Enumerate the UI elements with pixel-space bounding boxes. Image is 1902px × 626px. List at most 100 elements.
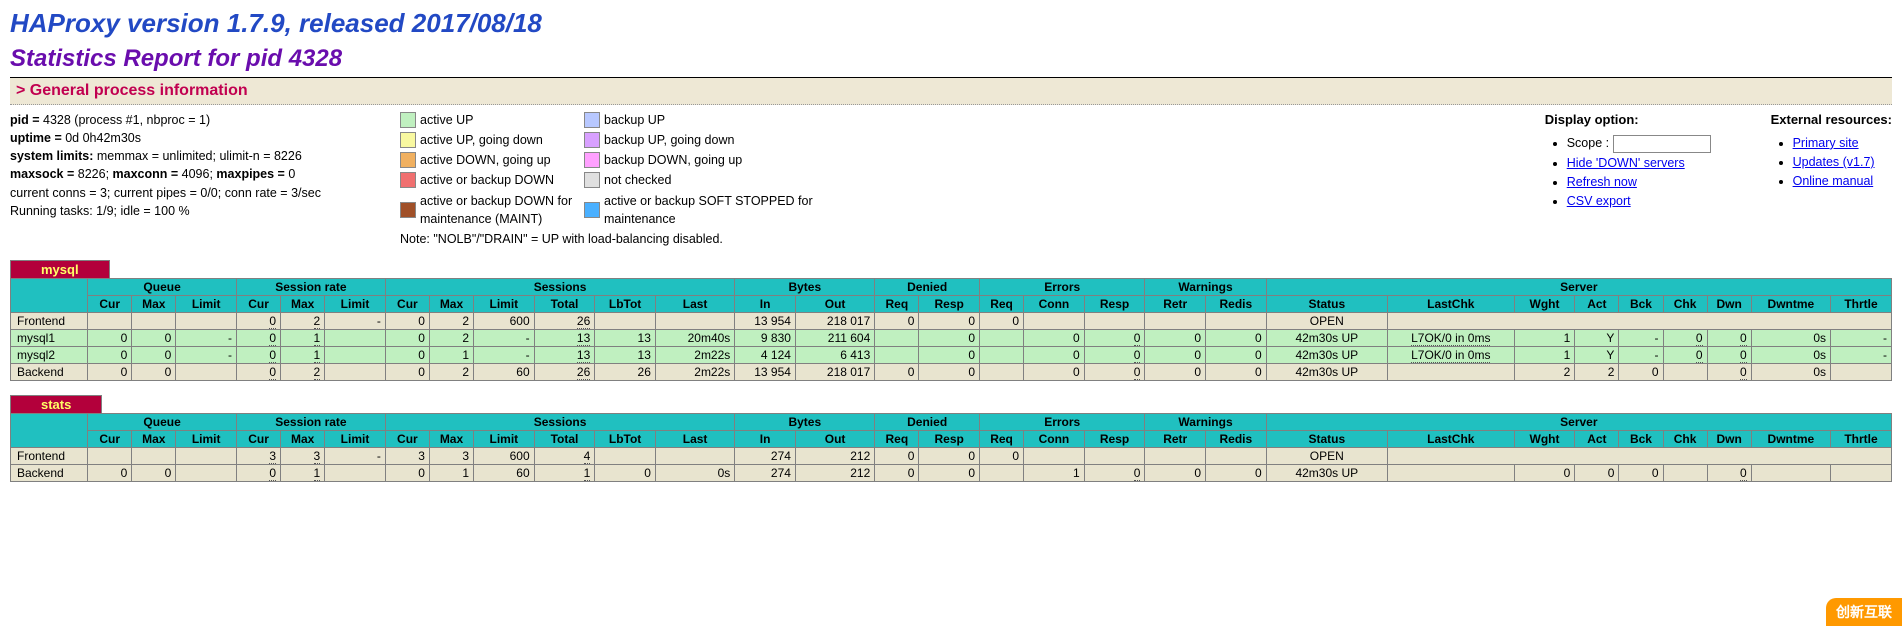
legend-label: active or backup DOWN bbox=[420, 171, 580, 189]
limits-value: memmax = unlimited; ulimit-n = 8226 bbox=[93, 149, 301, 163]
legend-label: active or backup SOFT STOPPED for mainte… bbox=[604, 192, 824, 228]
legend-swatch bbox=[400, 112, 416, 128]
cell bbox=[655, 447, 734, 464]
cell: - bbox=[474, 329, 535, 346]
cell bbox=[595, 447, 656, 464]
corner-logo: 创新互联 bbox=[1826, 598, 1902, 626]
maxconn-label: maxconn = bbox=[113, 167, 182, 181]
cell: 1 bbox=[281, 346, 325, 363]
cell bbox=[1206, 312, 1267, 329]
proxy-title-mysql[interactable]: mysql bbox=[10, 260, 110, 278]
scope-input[interactable] bbox=[1613, 135, 1711, 153]
cell: 274 bbox=[735, 464, 796, 481]
cell: OPEN bbox=[1266, 312, 1387, 329]
mysql-table: Queue Session rate Sessions Bytes Denied… bbox=[10, 278, 1892, 381]
cell: Frontend bbox=[11, 312, 88, 329]
cell: 0 bbox=[1707, 363, 1751, 380]
cell: 0 bbox=[132, 346, 176, 363]
cell: 20m40s bbox=[655, 329, 734, 346]
cell: - bbox=[1831, 329, 1892, 346]
display-option-block: Display option: Scope : Hide 'DOWN' serv… bbox=[1545, 111, 1711, 211]
cell: 26 bbox=[595, 363, 656, 380]
cell: 3 bbox=[237, 447, 281, 464]
cell: 0 bbox=[88, 346, 132, 363]
uptime-value: 0d 0h42m30s bbox=[65, 131, 141, 145]
cell: OPEN bbox=[1266, 447, 1387, 464]
cell: - bbox=[1619, 329, 1663, 346]
legend-label: active DOWN, going up bbox=[420, 151, 580, 169]
updates-link[interactable]: Updates (v1.7) bbox=[1793, 155, 1875, 169]
cell: mysql1 bbox=[11, 329, 88, 346]
cell: 13 bbox=[534, 346, 595, 363]
cell: 0 bbox=[1663, 346, 1707, 363]
cell: 13 bbox=[534, 329, 595, 346]
csv-export-link[interactable]: CSV export bbox=[1567, 194, 1631, 208]
cell: 42m30s UP bbox=[1266, 363, 1387, 380]
cell: 0 bbox=[919, 346, 980, 363]
cell: 1 bbox=[429, 346, 473, 363]
cell: 60 bbox=[474, 464, 535, 481]
cell: 0 bbox=[875, 447, 919, 464]
hide-down-link[interactable]: Hide 'DOWN' servers bbox=[1567, 156, 1685, 170]
cell: mysql2 bbox=[11, 346, 88, 363]
table-row-frontend: Frontend02-026002613 954218 017000OPEN bbox=[11, 312, 1892, 329]
cell bbox=[88, 312, 132, 329]
cell: 1 bbox=[281, 464, 325, 481]
cell: 0s bbox=[1751, 329, 1830, 346]
cell: 2m22s bbox=[655, 363, 734, 380]
cell: 274 bbox=[735, 447, 796, 464]
cell: 0 bbox=[980, 447, 1024, 464]
legend-swatch bbox=[400, 132, 416, 148]
page-subtitle: Statistics Report for pid 4328 bbox=[10, 45, 1892, 73]
cell: 42m30s UP bbox=[1266, 464, 1387, 481]
cell: 2 bbox=[281, 363, 325, 380]
section-title: > General process information bbox=[16, 82, 248, 99]
cell: 0 bbox=[1206, 464, 1267, 481]
cell: 6 413 bbox=[795, 346, 874, 363]
cell: 42m30s UP bbox=[1266, 329, 1387, 346]
refresh-link[interactable]: Refresh now bbox=[1567, 175, 1637, 189]
scope-item: Scope : bbox=[1567, 134, 1711, 153]
col-group-errors: Errors bbox=[980, 278, 1145, 295]
legend-label: active UP, going down bbox=[420, 131, 580, 149]
cell: 1 bbox=[1024, 464, 1085, 481]
cell: 0 bbox=[1145, 329, 1206, 346]
cell: 0 bbox=[1707, 329, 1751, 346]
cell: - bbox=[1619, 346, 1663, 363]
col-group-denied: Denied bbox=[875, 278, 980, 295]
cell bbox=[875, 329, 919, 346]
cell bbox=[1831, 464, 1892, 481]
legend-label: backup UP, going down bbox=[604, 131, 824, 149]
manual-link[interactable]: Online manual bbox=[1793, 174, 1874, 188]
cell bbox=[980, 329, 1024, 346]
cell: 0 bbox=[1024, 329, 1085, 346]
cell: 0 bbox=[1084, 329, 1145, 346]
proxy-title-stats[interactable]: stats bbox=[10, 395, 102, 413]
legend-swatch bbox=[400, 202, 416, 218]
col-group-warnings: Warnings bbox=[1145, 278, 1266, 295]
cell bbox=[176, 447, 237, 464]
maxpipes-label: maxpipes = bbox=[216, 167, 288, 181]
cell: 600 bbox=[474, 312, 535, 329]
cell: 2 bbox=[1575, 363, 1619, 380]
cell: 42m30s UP bbox=[1266, 346, 1387, 363]
cell: 0 bbox=[1084, 346, 1145, 363]
legend-label: backup DOWN, going up bbox=[604, 151, 824, 169]
legend-label: active UP bbox=[420, 111, 580, 129]
primary-site-link[interactable]: Primary site bbox=[1793, 136, 1859, 150]
cell: 2 bbox=[429, 363, 473, 380]
conns-line: current conns = 3; current pipes = 0/0; … bbox=[10, 184, 370, 202]
legend-swatch bbox=[400, 152, 416, 168]
legend-label: not checked bbox=[604, 171, 824, 189]
pid-label: pid = bbox=[10, 113, 43, 127]
external-title: External resources: bbox=[1771, 111, 1892, 130]
cell: 2 bbox=[429, 312, 473, 329]
cell bbox=[980, 464, 1024, 481]
cell: 1 bbox=[281, 329, 325, 346]
cell bbox=[1387, 312, 1891, 329]
cell: 0 bbox=[237, 312, 281, 329]
legend-swatch bbox=[584, 202, 600, 218]
external-block: External resources: Primary site Updates… bbox=[1771, 111, 1892, 211]
cell: 0 bbox=[237, 346, 281, 363]
cell: 9 830 bbox=[735, 329, 796, 346]
